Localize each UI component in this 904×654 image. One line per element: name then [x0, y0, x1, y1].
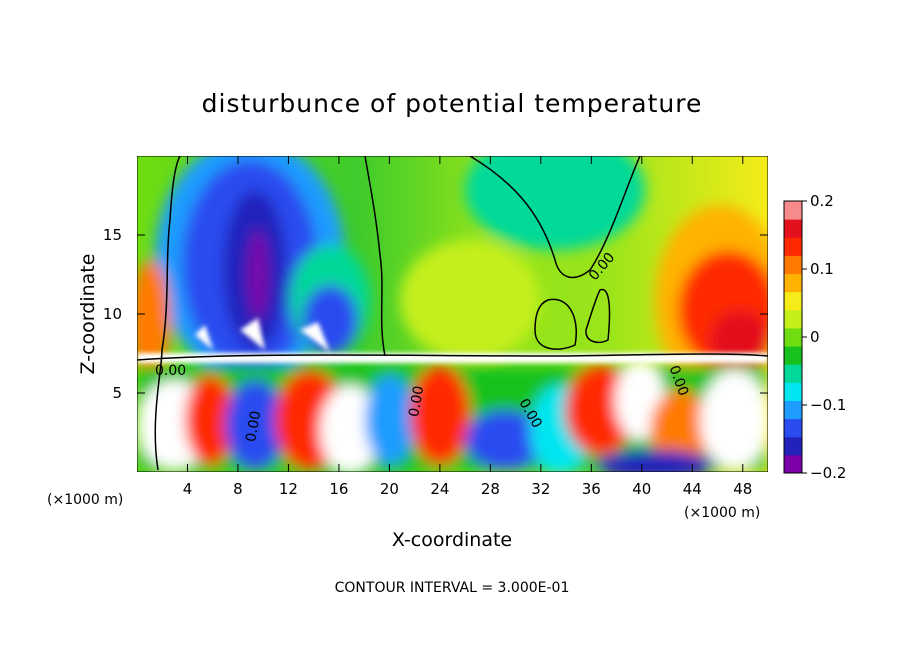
- colorbar-tick-label: −0.2: [810, 464, 846, 482]
- colorbar-swatch: [784, 346, 802, 365]
- colorbar-swatch: [784, 219, 802, 238]
- colorbar-swatch: [784, 201, 802, 220]
- x-tick-label: 40: [632, 480, 651, 498]
- colorbar-swatch: [784, 454, 802, 474]
- colorbar-swatch: [784, 255, 802, 275]
- colorbar-swatch: [784, 327, 802, 347]
- y-tick-label: 10: [103, 305, 122, 323]
- x-tick-label: 4: [183, 480, 193, 498]
- colorbar: 0.2 0.1 0 −0.1 −0.2: [783, 192, 846, 482]
- x-tick-label: 48: [733, 480, 752, 498]
- y-tick-label: 15: [103, 226, 122, 244]
- colorbar-swatch: [784, 436, 802, 456]
- contour-label: 0.00: [155, 363, 186, 379]
- x-tick-label: 8: [233, 480, 243, 498]
- colorbar-tick-label: 0.2: [810, 192, 834, 210]
- contour-label: 0.00: [406, 385, 427, 418]
- contour-interval-note: CONTOUR INTERVAL = 3.000E-01: [335, 580, 570, 596]
- colorbar-tick-label: 0.1: [810, 260, 834, 278]
- x-tick-label: 20: [380, 480, 399, 498]
- x-axis: 4 8 12 16 20 24 28 32 36 40 44 48: [183, 156, 752, 498]
- colorbar-tick-label: −0.1: [810, 396, 846, 414]
- colorbar-swatch: [784, 364, 802, 383]
- x-tick-label: 36: [582, 480, 601, 498]
- x-axis-label: X-coordinate: [392, 529, 512, 551]
- colorbar-swatch: [784, 273, 802, 293]
- x-tick-label: 24: [430, 480, 449, 498]
- y-axis: 5 10 15: [103, 226, 768, 402]
- x-unit-right: (×1000 m): [684, 505, 760, 521]
- chart-title: disturbunce of potential temperature: [202, 89, 703, 118]
- colorbar-swatch: [784, 400, 802, 420]
- colorbar-swatch: [784, 309, 802, 329]
- colorbar-swatch: [784, 291, 802, 311]
- colorbar-swatch: [784, 382, 802, 401]
- plot-area: [137, 156, 768, 472]
- y-axis-label: Z-coordinate: [77, 254, 99, 375]
- colorbar-tick-label: 0: [810, 328, 820, 346]
- x-tick-label: 44: [683, 480, 702, 498]
- x-tick-label: 32: [531, 480, 550, 498]
- x-tick-label: 12: [279, 480, 298, 498]
- x-tick-label: 16: [329, 480, 348, 498]
- x-tick-label: 28: [481, 480, 500, 498]
- colorbar-swatch: [784, 418, 802, 438]
- y-tick-label: 5: [112, 384, 122, 402]
- colorbar-swatch: [784, 237, 802, 256]
- x-unit-left: (×1000 m): [47, 492, 123, 508]
- contour-label: 0.00: [243, 410, 264, 443]
